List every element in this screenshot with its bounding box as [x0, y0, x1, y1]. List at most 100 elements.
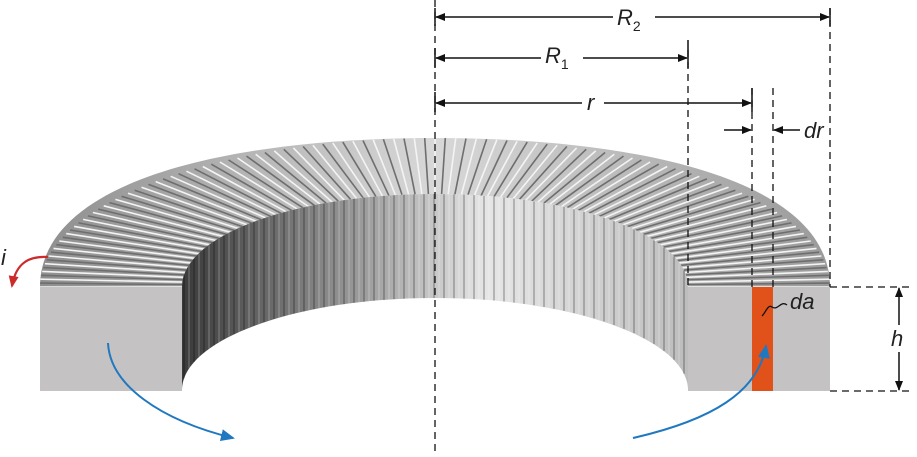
- winding-stripe: [178, 172, 272, 218]
- winding-stripe: [228, 159, 304, 209]
- winding-stripe: [499, 142, 538, 198]
- winding-stripe: [447, 138, 457, 195]
- label-da: da: [790, 289, 814, 314]
- winding-stripe: [237, 157, 309, 208]
- winding-stripe: [264, 151, 327, 204]
- label-da-group: da: [761, 289, 814, 317]
- winding-stripes-inner-wall: [183, 194, 685, 379]
- winding-stripe: [473, 139, 498, 196]
- winding-stripe: [549, 153, 615, 205]
- winding-stripe: [292, 147, 345, 201]
- winding-stripe: [53, 247, 191, 264]
- winding-stripe: [543, 151, 606, 204]
- winding-stripe: [43, 266, 185, 276]
- winding-stripe: [273, 150, 333, 203]
- winding-stripe: [679, 247, 817, 264]
- winding-stripe: [186, 170, 277, 216]
- label-dr: dr: [804, 118, 825, 143]
- winding-stripe: [555, 155, 624, 206]
- winding-stripe: [683, 259, 824, 271]
- winding-stripe: [613, 180, 715, 222]
- cross-section-left: [40, 287, 182, 391]
- winding-stripe: [44, 262, 186, 274]
- winding-stripe: [162, 178, 262, 221]
- winding-stripe: [202, 165, 287, 213]
- winding-stripe: [639, 198, 755, 234]
- winding-stripe: [148, 183, 252, 224]
- winding-stripe: [423, 138, 430, 195]
- winding-stripe: [392, 138, 410, 195]
- winding-stripe: [537, 150, 597, 203]
- winding-stripe: [352, 140, 384, 197]
- winding-stripe: [506, 143, 548, 199]
- winding-stripe: [103, 205, 223, 238]
- winding-stripe: [115, 198, 231, 234]
- winding-stripe: [219, 161, 298, 210]
- winding-stripe: [141, 186, 248, 226]
- winding-stripe: [62, 236, 197, 257]
- winding-stripe: [460, 138, 478, 195]
- winding-stripe: [671, 232, 804, 255]
- winding-stripe: [525, 147, 578, 201]
- winding-stripe: [572, 161, 651, 210]
- winding-stripe: [40, 278, 183, 283]
- winding-stripe: [59, 240, 195, 260]
- winding-stripe: [677, 243, 814, 262]
- winding-stripe: [687, 278, 830, 283]
- winding-stripe: [73, 225, 205, 250]
- winding-stripe: [660, 218, 788, 246]
- dimension-R1: R1: [434, 40, 689, 72]
- winding-stripe: [687, 282, 830, 286]
- winding-stripe: [42, 270, 184, 279]
- winding-stripe: [673, 236, 808, 257]
- winding-stripe: [566, 159, 642, 209]
- winding-stripe: [668, 229, 801, 253]
- winding-stripe: [127, 192, 239, 230]
- winding-stripes-top: [40, 138, 830, 288]
- winding-stripe: [69, 229, 202, 253]
- winding-stripe: [98, 208, 220, 240]
- winding-stripe: [685, 266, 827, 276]
- winding-stripe: [657, 215, 783, 244]
- winding-stripe: [680, 251, 820, 267]
- dimension-h: h: [891, 287, 903, 391]
- label-R1: R1: [545, 43, 569, 72]
- winding-stripe: [50, 251, 190, 267]
- winding-stripe: [627, 189, 736, 228]
- winding-stripe: [121, 195, 235, 232]
- winding-stripe: [675, 240, 811, 260]
- winding-stripe: [663, 222, 792, 248]
- winding-stripe: [608, 178, 708, 221]
- winding-stripe: [134, 189, 243, 228]
- winding-stripe: [480, 140, 508, 196]
- winding-stripe: [603, 175, 700, 219]
- winding-stripe: [684, 262, 826, 274]
- winding-stripe: [82, 218, 210, 246]
- winding-stripe: [170, 175, 267, 219]
- winding-stripe: [653, 211, 778, 242]
- winding-stripe: [512, 144, 558, 200]
- winding-stripe: [48, 255, 188, 269]
- winding-stripe: [66, 232, 199, 255]
- winding-stripe: [583, 165, 668, 213]
- winding-stripe: [622, 186, 729, 226]
- winding-stripe: [109, 201, 227, 236]
- winding-stripe: [56, 243, 193, 262]
- winding-stripe: [577, 163, 660, 212]
- winding-stripe: [561, 157, 633, 208]
- label-R2: R2: [617, 5, 641, 34]
- winding-stripe: [598, 172, 692, 218]
- dimension-dr: dr: [724, 118, 825, 143]
- winding-stripe: [92, 211, 217, 242]
- dimension-R2: R2: [434, 5, 831, 34]
- winding-stripe: [332, 142, 371, 198]
- winding-stripe: [687, 274, 829, 281]
- area-element-da: [752, 287, 773, 391]
- winding-stripe: [210, 163, 293, 212]
- label-r: r: [587, 90, 596, 115]
- winding-stripe: [635, 195, 749, 232]
- winding-stripe: [413, 138, 423, 195]
- label-i: i: [1, 245, 7, 270]
